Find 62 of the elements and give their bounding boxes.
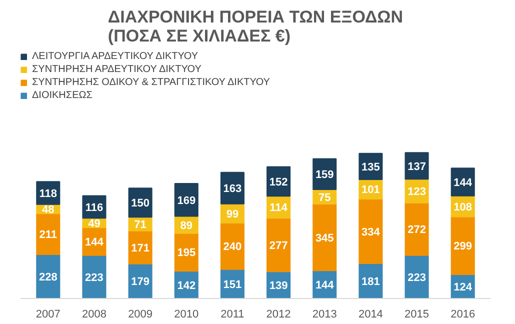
data-label: 144 [85, 236, 104, 248]
data-label: 223 [408, 272, 426, 284]
data-label: 277 [269, 240, 288, 252]
data-label: 195 [177, 247, 196, 260]
data-label: 163 [223, 183, 242, 196]
x-tick-label: 2011 [220, 308, 244, 320]
bar [220, 222, 244, 270]
x-tick-label: 2010 [174, 308, 199, 320]
legend-label: ΣΥΝΤΗΡΗΣΗΣ ΟΔΙΚΟΥ & ΣΤΡΑΓΓΙΣΤΙΚΟΥ ΔΙΚΤΥΟΥ [32, 76, 270, 88]
data-label: 171 [131, 242, 150, 254]
data-label: 144 [315, 280, 335, 292]
data-label: 99 [226, 208, 239, 220]
x-tick-label: 2007 [36, 308, 60, 320]
x-tick-label: 2013 [312, 308, 337, 320]
data-label: 334 [362, 226, 381, 238]
data-label: 108 [454, 201, 472, 214]
data-label: 151 [223, 278, 242, 291]
data-label: 75 [318, 192, 331, 204]
data-label: 142 [177, 280, 196, 292]
bar [358, 198, 383, 264]
data-label: 49 [88, 218, 100, 230]
data-label: 223 [85, 272, 104, 284]
data-label: 169 [177, 194, 196, 207]
bar [450, 216, 475, 276]
x-tick-label: 2016 [450, 308, 476, 320]
data-label: 114 [270, 202, 288, 214]
data-label: 144 [454, 176, 473, 189]
x-tick-label: 2015 [404, 308, 430, 320]
legend-label: ΣΥΝΤΗΡΗΣΗ ΑΡΔΕΥΤΙΚΟΥ ΔΙΚΤΥΟΥ [32, 63, 202, 75]
data-label: 124 [454, 282, 473, 294]
x-tick-label: 2012 [266, 308, 291, 320]
data-label: 179 [131, 276, 150, 288]
data-label: 211 [39, 229, 58, 242]
x-tick-label: 2014 [358, 308, 383, 320]
legend-label: ΛΕΙΤΟΥΡΓΙΑ ΑΡΔΕΥΤΙΚΟΥ ΔΙΚΤΥΟΥ [32, 50, 198, 62]
data-label: 139 [269, 280, 288, 292]
x-tick-label: 2008 [82, 308, 106, 320]
data-label: 299 [454, 240, 472, 253]
data-label: 137 [408, 160, 426, 173]
data-label: 48 [42, 204, 54, 216]
legend-label: ΔΙΟΙΚΗΣΕΩΣ [32, 89, 92, 101]
data-label: 228 [38, 271, 58, 284]
data-label: 272 [408, 224, 426, 236]
data-label: 118 [39, 188, 58, 200]
data-label: 181 [362, 276, 380, 288]
data-label: 345 [315, 232, 334, 244]
data-label: 135 [362, 161, 380, 174]
bar [312, 204, 337, 272]
bar [404, 202, 429, 256]
bar [36, 213, 60, 255]
x-tick-label: 2009 [128, 308, 153, 320]
data-label: 150 [131, 198, 150, 210]
data-label: 152 [269, 176, 288, 188]
data-label: 89 [180, 220, 193, 232]
data-label: 116 [85, 202, 104, 214]
data-label: 240 [223, 241, 242, 254]
chart-title: ΔΙΑΧΡΟΝΙΚΗ ΠΟΡΕΙΑ ΤΩΝ ΕΞΟΔΩΝ (ΠΟΣΑ ΣΕ ΧΙΛΙΑΔΕΣ €) [108, 8, 404, 46]
data-label: 123 [408, 186, 426, 198]
bar [266, 218, 291, 272]
data-label: 101 [362, 184, 380, 196]
data-label: 71 [134, 219, 146, 232]
data-label: 159 [315, 169, 334, 182]
